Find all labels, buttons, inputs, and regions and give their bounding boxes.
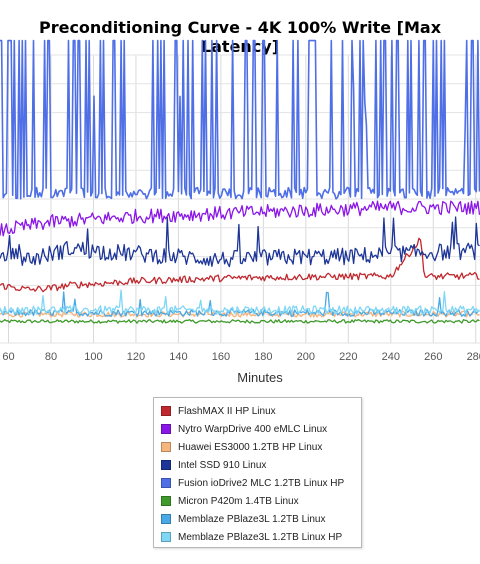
legend-swatch bbox=[161, 496, 171, 506]
x-tick-label-9: 240 bbox=[382, 351, 400, 363]
legend-entry-4: Fusion ioDrive2 MLC 1.2TB Linux HP bbox=[154, 474, 361, 492]
series-line-5 bbox=[0, 319, 480, 324]
x-tick-labels: 60 80 100 120 140 160 180 200 220 240 260 280 bbox=[2, 351, 480, 363]
legend-label: Nytro WarpDrive 400 eMLC Linux bbox=[178, 423, 328, 435]
legend-entry-0: FlashMAX II HP Linux bbox=[154, 402, 361, 420]
series-line-4 bbox=[0, 39, 480, 200]
series-line-6 bbox=[0, 291, 480, 317]
x-axis-label: Minutes bbox=[237, 370, 283, 385]
x-tick-label-10: 260 bbox=[424, 351, 442, 363]
chart-title: Preconditioning Curve - 4K 100% Write [M… bbox=[38, 18, 442, 56]
x-tick-label-6: 180 bbox=[254, 351, 272, 363]
legend-label: Memblaze PBlaze3L 1.2TB Linux HP bbox=[178, 531, 343, 543]
legend-entry-3: Intel SSD 910 Linux bbox=[154, 456, 361, 474]
legend-label: Huawei ES3000 1.2TB HP Linux bbox=[178, 441, 323, 453]
series-lines bbox=[0, 39, 480, 324]
series-line-2 bbox=[0, 310, 480, 318]
legend-label: Micron P420m 1.4TB Linux bbox=[178, 495, 299, 507]
legend-entry-5: Micron P420m 1.4TB Linux bbox=[154, 492, 361, 510]
legend-label: Intel SSD 910 Linux bbox=[178, 459, 267, 471]
x-tick-label-3: 120 bbox=[127, 351, 145, 363]
legend-entry-7: Memblaze PBlaze3L 1.2TB Linux HP bbox=[154, 528, 361, 546]
series-line-3 bbox=[0, 216, 480, 268]
x-tick-label-5: 160 bbox=[212, 351, 230, 363]
legend-label: FlashMAX II HP Linux bbox=[178, 405, 276, 417]
x-tick-label-0: 60 bbox=[2, 351, 14, 363]
legend: FlashMAX II HP Linux Nytro WarpDrive 400 … bbox=[153, 397, 362, 548]
x-tick-label-11: 280 bbox=[467, 351, 480, 363]
legend-entry-2: Huawei ES3000 1.2TB HP Linux bbox=[154, 438, 361, 456]
legend-label: Memblaze PBlaze3L 1.2TB Linux bbox=[178, 513, 326, 525]
x-tick-label-7: 200 bbox=[297, 351, 315, 363]
legend-label: Fusion ioDrive2 MLC 1.2TB Linux HP bbox=[178, 477, 345, 489]
legend-entry-1: Nytro WarpDrive 400 eMLC Linux bbox=[154, 420, 361, 438]
series-line-1 bbox=[0, 200, 480, 237]
legend-swatch bbox=[161, 478, 171, 488]
x-tick-label-4: 140 bbox=[169, 351, 187, 363]
x-tick-label-8: 220 bbox=[339, 351, 357, 363]
legend-swatch bbox=[161, 406, 171, 416]
x-tick-label-2: 100 bbox=[84, 351, 102, 363]
x-tick-label-1: 80 bbox=[45, 351, 57, 363]
series-line-0 bbox=[0, 237, 480, 293]
series-line-7 bbox=[0, 289, 480, 315]
line-chart: 60 80 100 120 140 160 180 200 220 240 260 280 bbox=[0, 39, 480, 363]
legend-swatch bbox=[161, 442, 171, 452]
legend-entry-6: Memblaze PBlaze3L 1.2TB Linux bbox=[154, 510, 361, 528]
legend-swatch bbox=[161, 424, 171, 434]
legend-swatch bbox=[161, 514, 171, 524]
legend-swatch bbox=[161, 532, 171, 542]
legend-swatch bbox=[161, 460, 171, 470]
